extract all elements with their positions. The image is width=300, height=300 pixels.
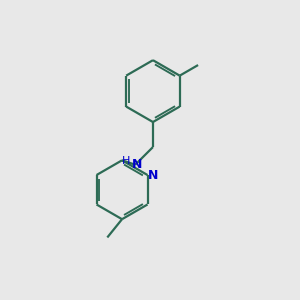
Text: N: N bbox=[148, 169, 158, 182]
Text: H: H bbox=[122, 156, 130, 166]
Text: N: N bbox=[132, 158, 142, 171]
